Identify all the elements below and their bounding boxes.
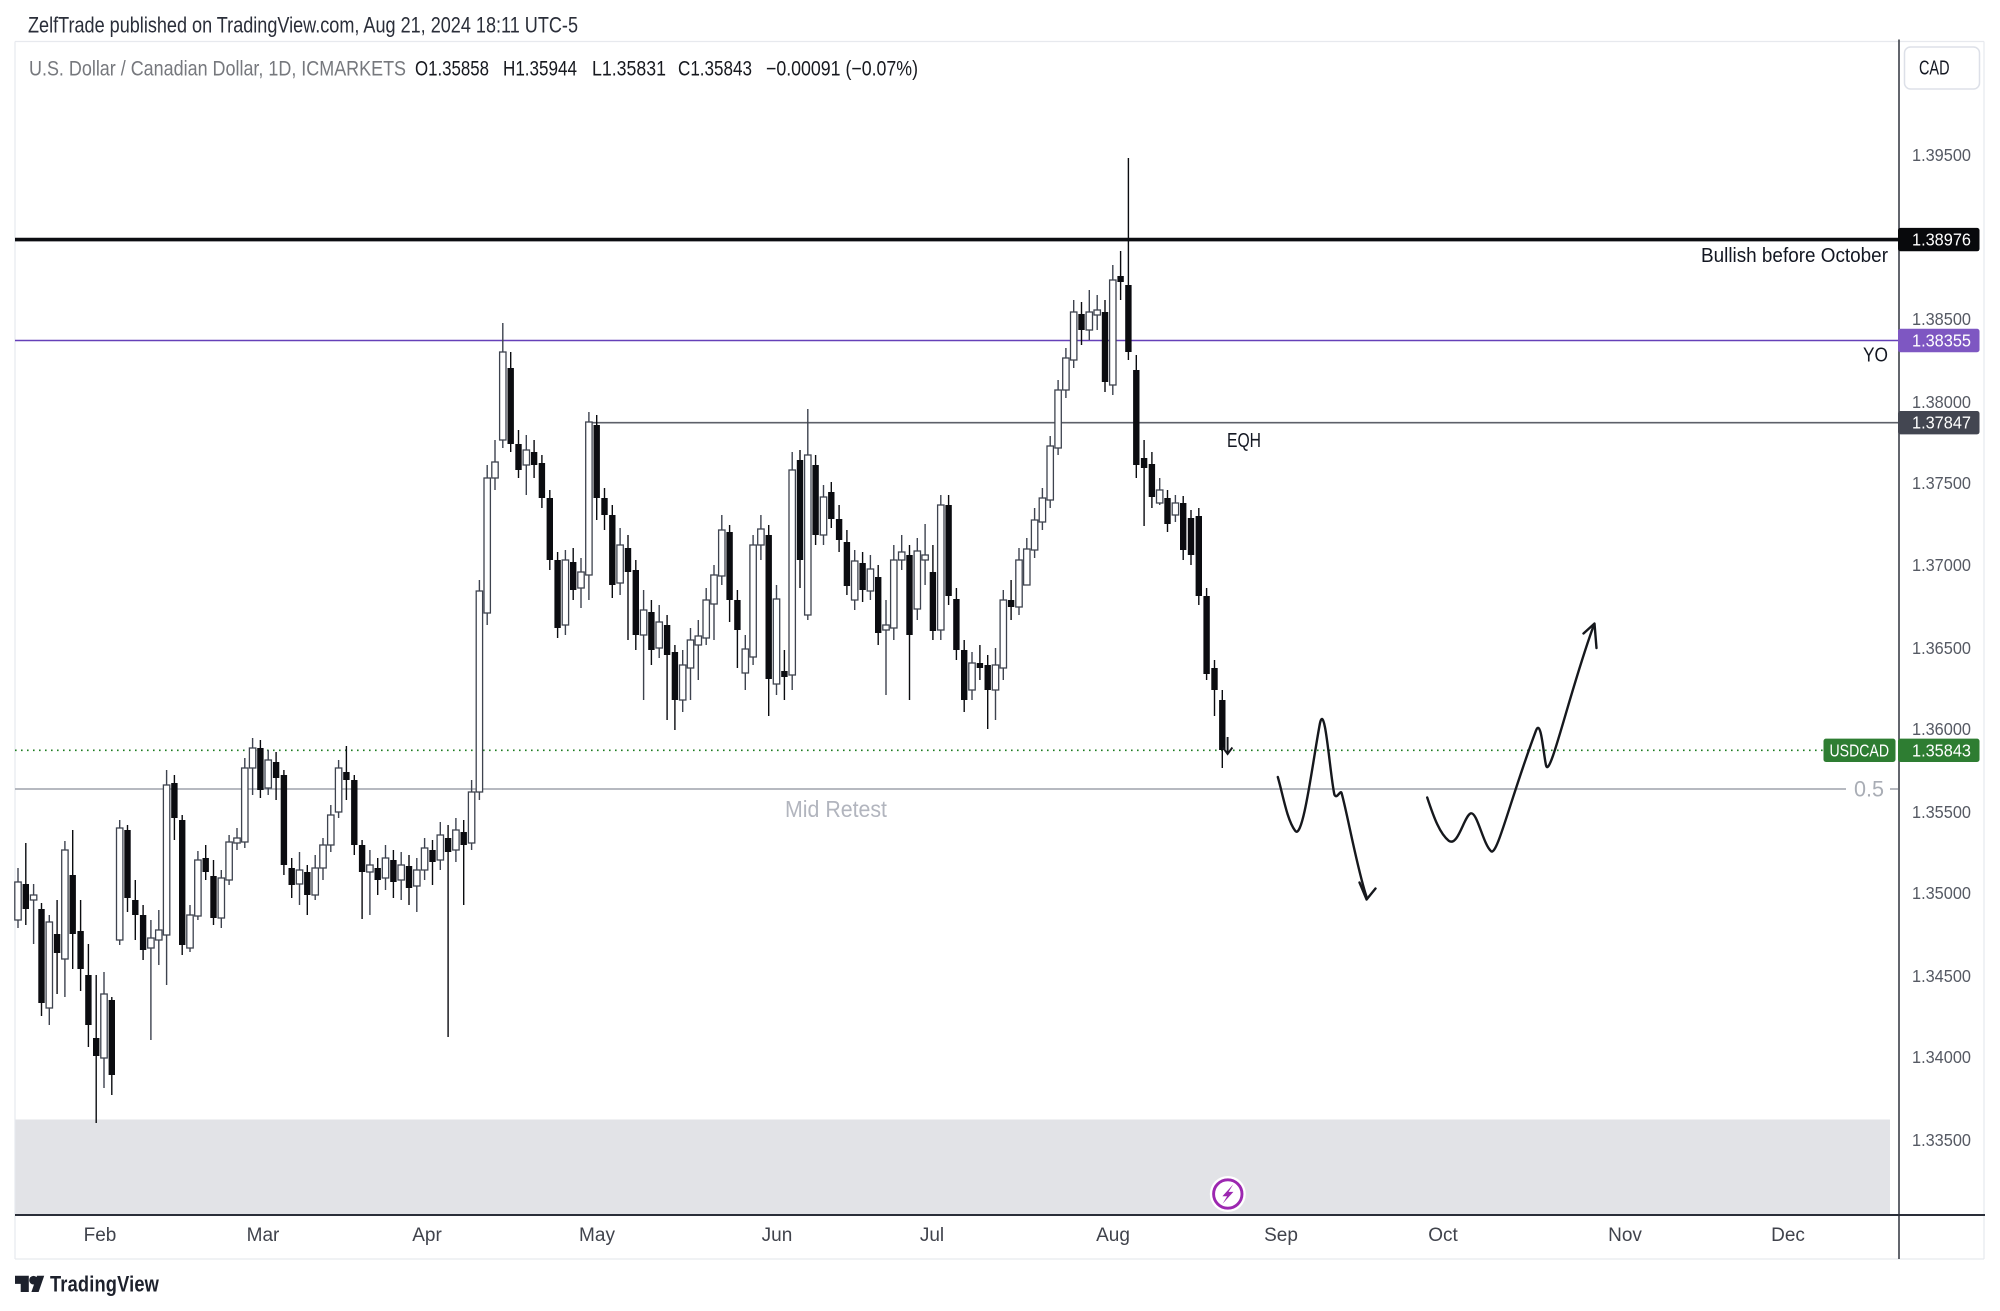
svg-text:1.36000: 1.36000 [1912,719,1971,739]
svg-text:1.37000: 1.37000 [1912,555,1971,575]
svg-text:1.35500: 1.35500 [1912,802,1971,822]
svg-text:1.37847: 1.37847 [1912,413,1971,433]
svg-text:C1.35843: C1.35843 [678,58,752,81]
svg-text:Sep: Sep [1264,1225,1298,1246]
svg-text:L1.35831: L1.35831 [592,58,666,81]
svg-text:Jun: Jun [762,1225,793,1246]
svg-text:Mid Retest: Mid Retest [785,796,888,822]
svg-text:CAD: CAD [1919,58,1950,80]
svg-text:Bullish before October: Bullish before October [1701,245,1888,267]
svg-text:Jul: Jul [920,1225,944,1246]
svg-text:1.38500: 1.38500 [1912,309,1971,329]
svg-text:U.S. Dollar / Canadian Dollar,: U.S. Dollar / Canadian Dollar, 1D, ICMAR… [29,58,406,81]
svg-text:Feb: Feb [84,1225,117,1246]
svg-text:Aug: Aug [1096,1225,1130,1246]
svg-text:Mar: Mar [247,1225,280,1246]
svg-text:O1.35858: O1.35858 [415,58,489,81]
svg-text:Dec: Dec [1771,1225,1805,1246]
svg-text:1.38000: 1.38000 [1912,392,1971,412]
svg-text:1.38976: 1.38976 [1912,230,1971,250]
svg-text:0.5: 0.5 [1854,777,1884,802]
svg-text:−0.00091 (−0.07%): −0.00091 (−0.07%) [766,58,918,81]
svg-text:1.33500: 1.33500 [1912,1130,1971,1150]
svg-text:TradingView: TradingView [50,1272,160,1297]
svg-text:1.34500: 1.34500 [1912,966,1971,986]
svg-text:May: May [579,1225,615,1246]
svg-text:1.38355: 1.38355 [1912,331,1971,351]
svg-text:USDCAD: USDCAD [1830,740,1890,760]
svg-text:1.35843: 1.35843 [1912,740,1971,760]
svg-text:Nov: Nov [1608,1225,1642,1246]
svg-text:EQH: EQH [1227,430,1261,452]
svg-text:1.36500: 1.36500 [1912,638,1971,658]
svg-text:ZelfTrade published on Trading: ZelfTrade published on TradingView.com, … [28,13,578,38]
svg-text:1.39500: 1.39500 [1912,145,1971,165]
svg-text:Apr: Apr [412,1225,442,1246]
svg-text:1.37500: 1.37500 [1912,473,1971,493]
svg-text:H1.35944: H1.35944 [503,58,577,81]
svg-text:1.35000: 1.35000 [1912,883,1971,903]
svg-text:1.34000: 1.34000 [1912,1047,1971,1067]
svg-text:YO: YO [1863,345,1888,367]
svg-text:Oct: Oct [1428,1225,1458,1246]
